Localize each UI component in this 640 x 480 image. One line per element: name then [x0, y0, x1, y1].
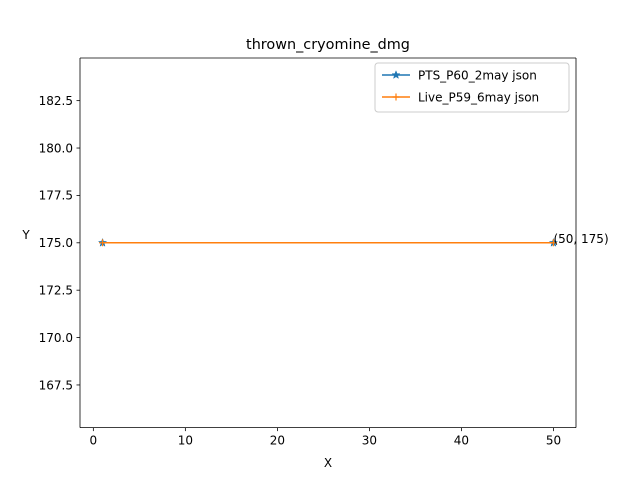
y-tick-label: 170.0 [39, 331, 73, 345]
x-tick-label: 40 [454, 434, 469, 448]
y-tick-label: 177.5 [39, 189, 73, 203]
y-tick-label: 182.5 [39, 94, 73, 108]
series-2 [99, 239, 557, 247]
y-tick-label: 180.0 [39, 141, 73, 155]
legend: PTS_P60_2may json Live_P59_6may json [374, 62, 570, 113]
data-label: (50, 175) [553, 232, 608, 246]
x-tick-label: 50 [546, 434, 561, 448]
legend-item-2: Live_P59_6may json [382, 90, 539, 104]
x-tick-label: 10 [178, 434, 193, 448]
axes-frame [79, 57, 577, 429]
chart-title: thrown_cryomine_dmg [246, 37, 410, 53]
x-tick-label: 0 [90, 434, 98, 448]
data-point [549, 239, 557, 247]
y-tick-label: 167.5 [39, 378, 73, 392]
legend-marker [391, 70, 401, 79]
data-point [99, 239, 107, 247]
y-axis-ticks: 167.5 170.0 172.5 175.0 177.5 180.0 182.5 [39, 94, 80, 392]
legend-item-1: PTS_P60_2may json [382, 68, 537, 82]
x-axis-ticks: 0 10 20 30 40 50 [90, 427, 561, 448]
legend-label: PTS_P60_2may json [418, 68, 537, 82]
legend-box [374, 62, 570, 113]
annotation-layer: (50, 175) [553, 232, 608, 246]
series-layer [97, 237, 559, 247]
y-tick-label: 172.5 [39, 283, 73, 297]
x-axis-label: X [324, 456, 332, 470]
legend-marker [392, 93, 400, 101]
y-axis-label: Y [21, 228, 30, 242]
legend-label: Live_P59_6may json [418, 90, 539, 104]
x-tick-label: 20 [270, 434, 285, 448]
x-tick-label: 30 [362, 434, 377, 448]
legend-entries: PTS_P60_2may json Live_P59_6may json [382, 68, 539, 104]
y-tick-label: 175.0 [39, 236, 73, 250]
